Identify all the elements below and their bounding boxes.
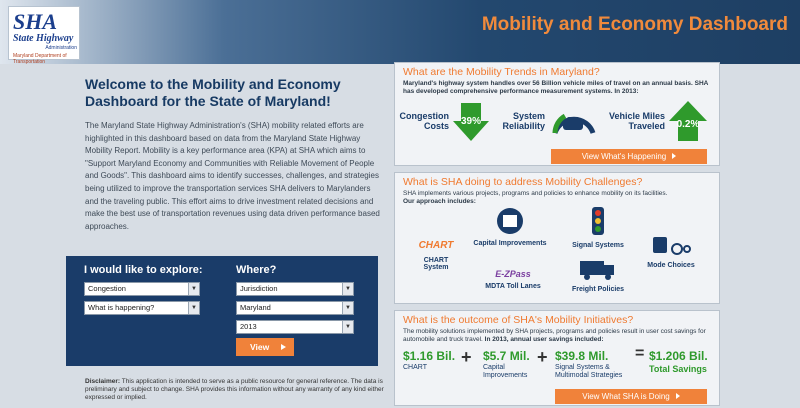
chevron-down-icon: ▼ <box>342 321 353 333</box>
car-gauge-icon <box>552 113 596 134</box>
scope-select[interactable]: Jurisdiction ▼ <box>236 282 354 296</box>
equals-icon: = <box>635 345 645 362</box>
welcome-section: Welcome to the Mobility and Economy Dash… <box>85 76 385 233</box>
challenges-title: What is SHA doing to address Mobility Ch… <box>403 176 643 188</box>
chevron-down-icon: ▼ <box>342 283 353 295</box>
chart-savings-label: CHART <box>403 364 427 371</box>
logo-administration-text: Administration <box>45 45 77 51</box>
scope-select-value: Jurisdiction <box>240 284 278 293</box>
congestion-costs-label: Congestion Costs <box>399 111 450 131</box>
bus-bike-icon <box>653 237 691 255</box>
sha-logo[interactable]: SHA State Highway Administration Marylan… <box>8 6 80 65</box>
logo-mdot-text: Maryland Department of Transportation <box>13 53 67 65</box>
total-savings-value: $1.206 Bil. <box>649 349 708 363</box>
capital-savings-label: Capital Improvements <box>483 364 528 379</box>
logo-state-highway-text: State Highway <box>13 33 74 44</box>
trends-panel: What are the Mobility Trends in Maryland… <box>394 62 720 166</box>
chart-system-item[interactable]: CHART CHART System <box>411 235 461 271</box>
signal-savings-label: Signal Systems & Multimodal Strategies <box>555 364 623 379</box>
disclaimer-label: Disclaimer: <box>85 378 121 385</box>
chevron-down-icon: ▼ <box>188 302 199 314</box>
outcome-panel: What is the outcome of SHA's Mobility In… <box>394 310 720 406</box>
outcome-text-bold: In 2013, annual user savings included: <box>482 336 604 343</box>
chart-savings-value: $1.16 Bil. <box>403 349 456 363</box>
view-whats-happening-button[interactable]: View What's Happening <box>551 149 707 164</box>
logo-sha-text: SHA <box>13 9 58 34</box>
view-what-sha-is-doing-label: View What SHA is Doing <box>582 392 670 401</box>
vehicle-miles-label: Vehicle Miles Traveled <box>608 111 665 131</box>
arrow-up-icon <box>669 101 707 141</box>
explore-panel: I would like to explore: Congestion ▼ Wh… <box>66 256 378 366</box>
page-title: Mobility and Economy Dashboard <box>481 14 788 35</box>
trends-title: What are the Mobility Trends in Maryland… <box>403 66 600 78</box>
outcome-text: The mobility solutions implemented by SH… <box>395 326 719 344</box>
view-whats-happening-label: View What's Happening <box>581 152 667 161</box>
mode-choices-item[interactable]: Mode Choices <box>643 233 699 269</box>
explore-heading: I would like to explore: <box>84 264 203 276</box>
trends-text: Maryland's highway system handles over 5… <box>403 80 709 95</box>
total-savings-label: Total Savings <box>649 364 707 374</box>
topic-select[interactable]: Congestion ▼ <box>84 282 200 296</box>
mdta-toll-lanes-label: MDTA Toll Lanes <box>485 283 541 290</box>
approach-label: Our approach includes: <box>403 198 476 205</box>
place-select-value: Maryland <box>240 303 271 312</box>
truck-icon <box>580 261 614 280</box>
arrow-down-icon <box>453 103 489 141</box>
mode-choices-label: Mode Choices <box>647 262 695 269</box>
plus-icon: + <box>537 347 548 367</box>
freight-policies-label: Freight Policies <box>571 286 625 293</box>
chevron-down-icon: ▼ <box>188 283 199 295</box>
place-select[interactable]: Maryland ▼ <box>236 301 354 315</box>
play-arrow-icon <box>281 344 286 350</box>
challenges-panel: What is SHA doing to address Mobility Ch… <box>394 172 720 304</box>
freight-policies-item[interactable]: Freight Policies <box>561 259 635 293</box>
chart-logo: CHART <box>418 240 454 251</box>
signal-savings-value: $39.8 Mil. <box>555 349 609 363</box>
ezpass-logo: E-ZPass <box>495 269 531 279</box>
signal-systems-item[interactable]: Signal Systems <box>563 207 633 249</box>
traffic-signal-icon <box>592 207 604 235</box>
system-reliability-label: System Reliability <box>502 111 545 131</box>
chart-system-label: CHART System <box>423 257 449 271</box>
play-arrow-icon <box>672 153 677 159</box>
congestion-pct: 39% <box>460 116 481 127</box>
disclaimer-text: This application is intended to serve as… <box>85 378 384 401</box>
vmt-pct: 0.2% <box>676 119 700 130</box>
year-select[interactable]: 2013 ▼ <box>236 320 354 334</box>
play-arrow-icon <box>675 393 680 399</box>
chevron-down-icon: ▼ <box>342 302 353 314</box>
view-button[interactable]: View <box>236 338 294 356</box>
question-select-value: What is happening? <box>88 303 155 312</box>
challenges-text-line: SHA implements various projects, program… <box>403 190 668 197</box>
capital-improvements-item[interactable]: Capital Improvements <box>467 207 553 247</box>
road-construction-icon <box>497 208 523 234</box>
year-select-value: 2013 <box>240 322 257 331</box>
signal-systems-label: Signal Systems <box>572 242 624 249</box>
question-select[interactable]: What is happening? ▼ <box>84 301 200 315</box>
disclaimer: Disclaimer: This application is intended… <box>85 378 385 402</box>
mdta-toll-lanes-item[interactable]: E-ZPass MDTA Toll Lanes <box>473 265 553 290</box>
capital-improvements-label: Capital Improvements <box>473 240 547 247</box>
plus-icon: + <box>461 347 472 367</box>
welcome-title: Welcome to the Mobility and Economy Dash… <box>85 76 341 109</box>
capital-savings-value: $5.7 Mil. <box>483 349 530 363</box>
header: SHA State Highway Administration Marylan… <box>0 0 800 65</box>
view-button-label: View <box>250 342 270 352</box>
outcome-title: What is the outcome of SHA's Mobility In… <box>403 314 634 326</box>
view-what-sha-is-doing-button[interactable]: View What SHA is Doing <box>555 389 707 404</box>
welcome-body: The Maryland State Highway Administratio… <box>85 121 380 231</box>
topic-select-value: Congestion <box>88 284 126 293</box>
outcome-text-line: The mobility solutions implemented by SH… <box>403 328 706 343</box>
challenges-text: SHA implements various projects, program… <box>395 188 719 206</box>
where-heading: Where? <box>236 264 277 276</box>
